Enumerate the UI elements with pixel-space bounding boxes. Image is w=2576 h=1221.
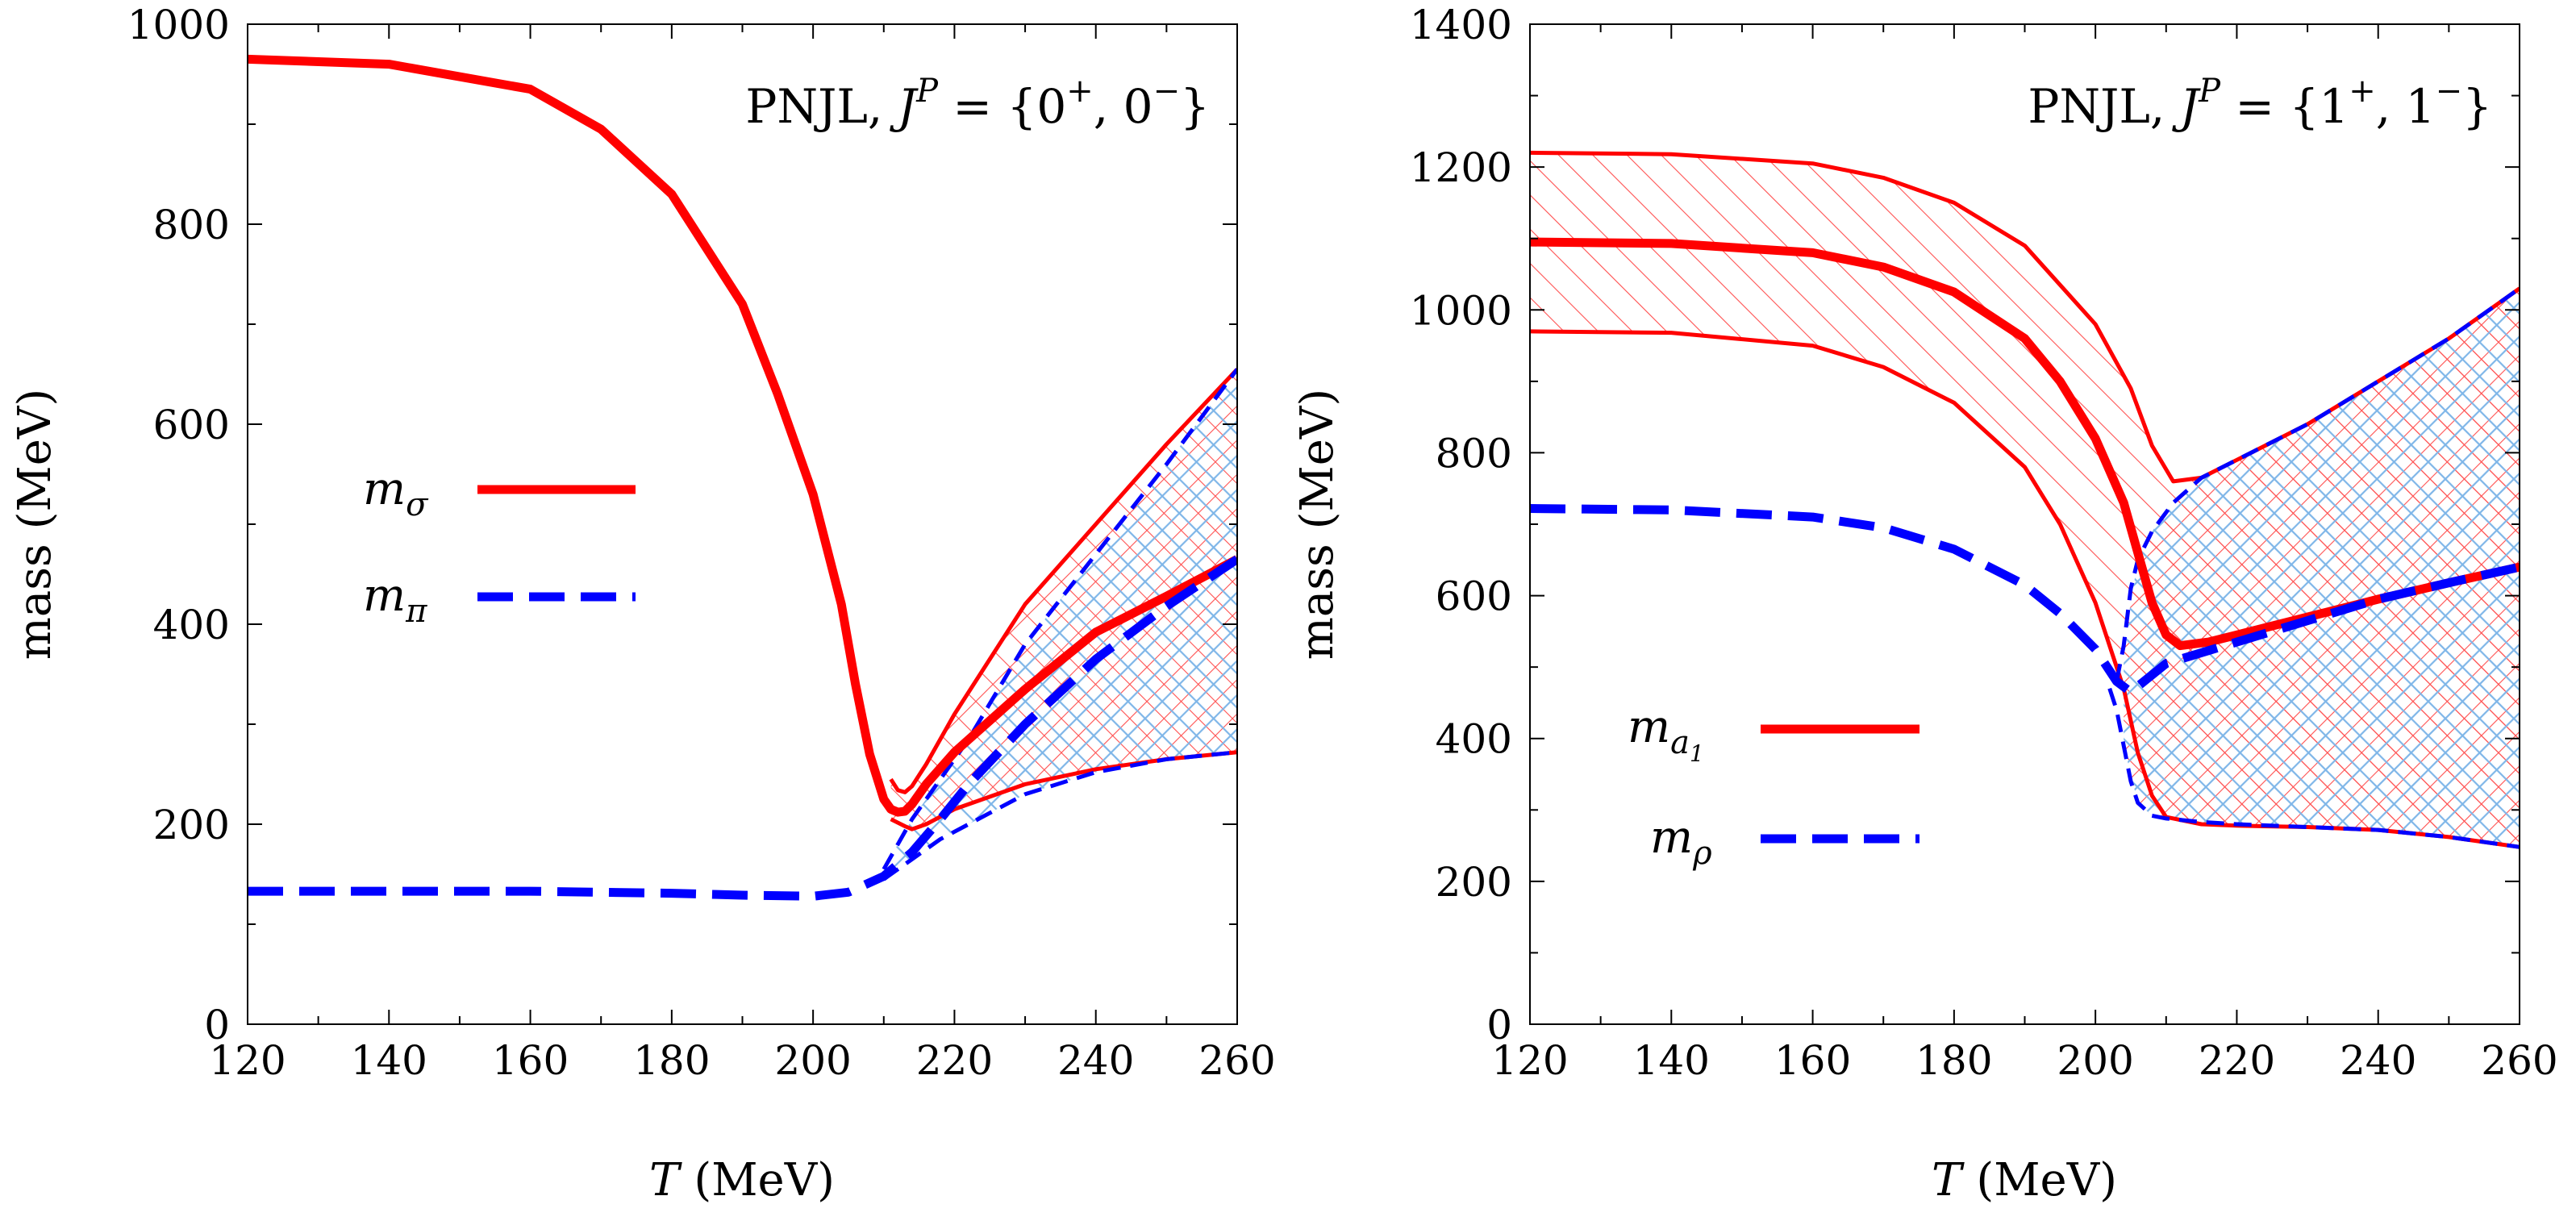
series-m_pi [248, 555, 1237, 901]
series-m_sigma [248, 54, 1237, 817]
left-panel-xlabel-unit: (MeV) [694, 1154, 835, 1206]
right-title-close: } [2462, 79, 2492, 134]
series-m_rho_upper [2114, 286, 2520, 682]
y-tick-label: 400 [153, 602, 230, 648]
left-panel-frame [247, 23, 1238, 1025]
y-tick-label: 400 [1436, 716, 1512, 763]
left-title-sup1: + [1066, 73, 1094, 110]
x-tick-label: 260 [2481, 1037, 2557, 1084]
x-tick-label: 200 [2057, 1037, 2133, 1084]
hatched-band-2 [2124, 288, 2520, 848]
left-panel-title: PNJL, JP = {0+, 0−} [745, 73, 1210, 134]
left-title-eq: = {0 [938, 79, 1066, 134]
left-legend: mσ mπ [363, 463, 636, 630]
right-title-comma: , 1 [2376, 79, 2436, 134]
x-tick-label: 120 [209, 1037, 286, 1084]
x-tick-label: 220 [916, 1037, 993, 1084]
x-tick-label: 180 [1915, 1037, 1992, 1084]
left-panel-series [248, 54, 1237, 901]
y-tick-label: 1400 [1410, 2, 1512, 48]
y-tick-label: 1000 [127, 2, 230, 48]
right-panel-ticks: 120 140 160 180 200 220 240 260 0 200 400 600 800 100… [1410, 2, 2558, 1084]
left-title-comma: , 0 [1094, 79, 1153, 134]
y-tick-label: 600 [1436, 573, 1512, 620]
x-tick-label: 220 [2199, 1037, 2275, 1084]
legend-label-m-pi: mπ [363, 569, 427, 630]
y-tick-label: 600 [153, 402, 230, 448]
x-tick-label: 140 [351, 1037, 427, 1084]
x-tick-label: 260 [1198, 1037, 1275, 1084]
y-tick-label: 200 [1436, 859, 1512, 906]
left-title-sup2: − [1153, 73, 1181, 110]
left-panel-bands [883, 369, 1237, 880]
y-tick-label: 1200 [1410, 144, 1512, 191]
y-tick-label: 800 [153, 202, 230, 248]
right-panel-xlabel-symbol: T [1932, 1154, 1965, 1206]
x-tick-label: 240 [2340, 1037, 2416, 1084]
legend-label-m-sigma: mσ [363, 463, 429, 523]
x-tick-label: 140 [1633, 1037, 1710, 1084]
right-panel-xlabel-unit: (MeV) [1976, 1154, 2117, 1206]
right-panel-title: PNJL, JP = {1+, 1−} [2028, 73, 2492, 134]
x-tick-label: 160 [492, 1037, 569, 1084]
series-m_pi_upper [882, 368, 1237, 871]
x-tick-label: 120 [1491, 1037, 1568, 1084]
x-tick-label: 180 [633, 1037, 710, 1084]
left-panel-xlabel: T (MeV) [649, 1154, 835, 1206]
right-title-eq: = {1 [2220, 79, 2349, 134]
right-panel-bands [1530, 152, 2520, 848]
left-title-prefix: PNJL, [745, 79, 897, 134]
series-m_sigma_upper [889, 368, 1237, 794]
series-m_rho_lower [2107, 687, 2520, 849]
right-title-sup2: − [2436, 73, 2463, 110]
x-tick-label: 160 [1774, 1037, 1851, 1084]
left-title-close: } [1180, 79, 1210, 134]
series-m_rho [1530, 504, 2520, 697]
legend-label-m-a1: ma1 [1628, 701, 1704, 767]
y-tick-label: 0 [1486, 1002, 1512, 1048]
right-title-prefix: PNJL, [2028, 79, 2179, 134]
legend-label-m-rho: mρ [1650, 811, 1712, 872]
left-panel-xlabel-symbol: T [649, 1154, 682, 1206]
right-panel-series [1530, 150, 2520, 849]
y-tick-label: 200 [153, 802, 230, 848]
right-panel-ylabel: mass (MeV) [1291, 389, 1344, 660]
left-panel-ylabel: mass (MeV) [9, 389, 61, 660]
right-panel-xlabel: T (MeV) [1932, 1154, 2117, 1206]
right-legend: ma1 mρ [1628, 701, 1919, 872]
left-panel-ticks: 120 140 160 180 200 220 240 260 0 200 400 600 800 100… [127, 2, 1276, 1084]
series-m_pi_lower [882, 750, 1237, 881]
left-title-P: P [915, 73, 939, 110]
right-title-sup1: + [2349, 73, 2376, 110]
y-tick-label: 0 [204, 1002, 230, 1048]
x-tick-label: 200 [774, 1037, 851, 1084]
right-title-P: P [2198, 73, 2221, 110]
hatched-band-1 [883, 369, 1237, 880]
y-tick-label: 1000 [1410, 287, 1512, 334]
right-panel: 120 140 160 180 200 220 240 260 0 200 400 600 800 100… [1291, 2, 2558, 1206]
x-tick-label: 240 [1057, 1037, 1134, 1084]
y-tick-label: 800 [1436, 430, 1512, 477]
left-panel: 120 140 160 180 200 220 240 260 0 200 400 600 800 100… [9, 2, 1276, 1206]
